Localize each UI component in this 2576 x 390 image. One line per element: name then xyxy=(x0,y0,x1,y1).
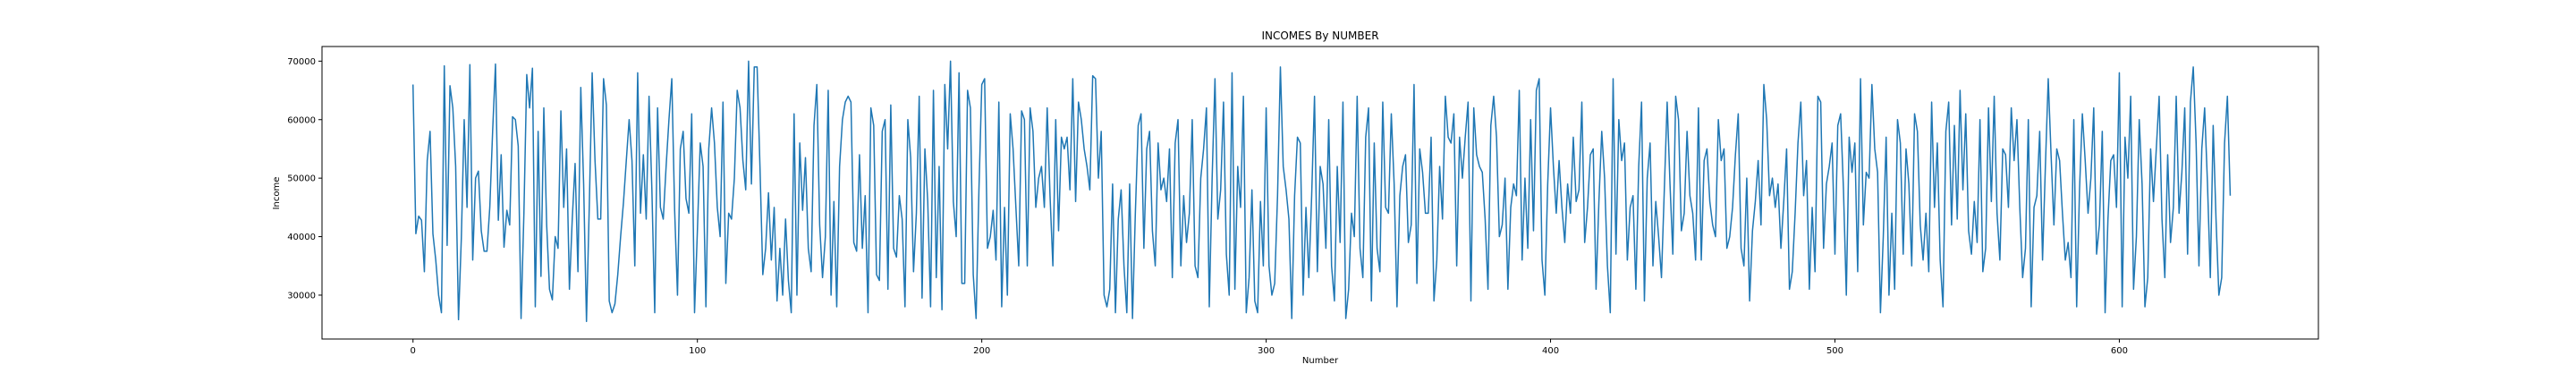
x-axis-label: Number xyxy=(1302,356,1339,366)
plot-frame xyxy=(321,46,2319,340)
x-tick-label: 600 xyxy=(2111,346,2128,356)
x-axis: 0 100 200 300 400 500 600 xyxy=(411,339,2128,356)
y-tick-label: 70000 xyxy=(287,57,316,67)
series-line-0 xyxy=(411,60,2232,323)
x-tick-label: 300 xyxy=(1258,346,1275,356)
x-tick-label: 500 xyxy=(1826,346,1843,356)
x-tick-label: 400 xyxy=(1542,346,1559,356)
y-tick-label: 30000 xyxy=(287,291,316,301)
y-tick-label: 60000 xyxy=(287,115,316,125)
y-tick-label: 50000 xyxy=(287,174,316,184)
y-axis-label: Income xyxy=(272,177,282,210)
plot-area xyxy=(321,46,2319,340)
chart-title: INCOMES By NUMBER xyxy=(1261,30,1378,42)
x-tick-label: 0 xyxy=(411,346,416,356)
y-axis: 30000 40000 50000 60000 70000 xyxy=(287,57,322,301)
x-tick-label: 200 xyxy=(973,346,990,356)
y-tick-label: 40000 xyxy=(287,233,316,242)
x-tick-label: 100 xyxy=(689,346,706,356)
